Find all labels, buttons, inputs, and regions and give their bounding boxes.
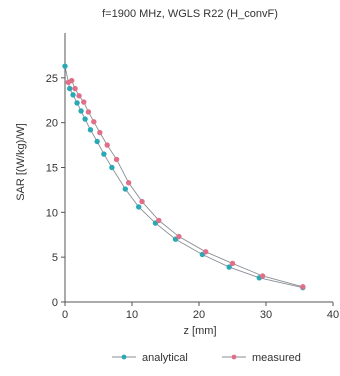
data-point-measured [72,85,78,92]
legend-marker [231,354,237,360]
data-point-measured [259,273,266,279]
legend-entry-measured: measured [222,352,301,364]
y-tick-label: 25 [46,73,58,85]
data-point-analytical [66,85,73,92]
data-point-measured [81,99,87,105]
data-point-measured [113,156,120,163]
plot-area: 0 10 20 30 40 0 5 10 15 20 25 [46,33,339,321]
data-point-analytical [172,236,179,242]
chart-title: f=1900 MHz, WGLS R22 (H_convF) [102,8,278,20]
x-tick-label: 20 [193,309,205,321]
series-line-analytical [64,66,303,289]
data-point-measured [229,260,236,267]
data-point-measured [85,109,92,115]
data-point-measured [139,198,145,205]
data-point-measured [104,142,110,148]
y-tick-label: 10 [46,207,58,219]
data-point-measured [176,233,182,240]
data-point-measured [69,77,75,84]
x-axis-label: z [mm] [184,325,217,337]
data-point-measured [91,119,97,125]
data-point-analytical [94,138,100,145]
legend-label: analytical [142,352,188,364]
data-point-measured [203,249,209,255]
data-point-analytical [101,151,107,157]
data-point-analytical [62,63,68,69]
data-point-measured [125,180,132,186]
y-tick-label: 5 [52,252,58,264]
data-point-analytical [87,127,94,133]
y-tick-label: 20 [46,118,58,130]
legend-marker [121,354,127,360]
data-point-analytical [74,100,80,106]
series-analytical [62,63,306,291]
x-tick-label: 40 [327,309,339,321]
legend-label: measured [252,352,301,364]
data-point-analytical [122,186,129,192]
y-axis-label: SAR [(W/kg)/W] [15,123,27,201]
x-tick-label: 30 [260,309,272,321]
data-point-analytical [70,92,76,98]
data-point-analytical [199,251,206,258]
data-point-analytical [226,264,232,270]
data-point-analytical [82,116,88,122]
data-point-measured [156,217,162,224]
data-point-analytical [78,108,84,114]
legend-entry-analytical: analytical [112,352,188,364]
x-tick-label: 0 [62,309,68,321]
x-tick-label: 10 [126,309,138,321]
data-point-analytical [109,164,115,171]
series-measured [65,77,306,290]
data-point-measured [76,93,82,99]
y-tick-label: 15 [46,163,58,175]
legend: analytical measured [112,352,301,364]
series-line-measured [68,79,303,288]
data-point-analytical [152,220,159,226]
data-point-analytical [136,204,142,210]
data-point-measured [97,129,103,136]
data-point-measured [300,284,306,290]
y-tick-label: 0 [52,297,58,309]
